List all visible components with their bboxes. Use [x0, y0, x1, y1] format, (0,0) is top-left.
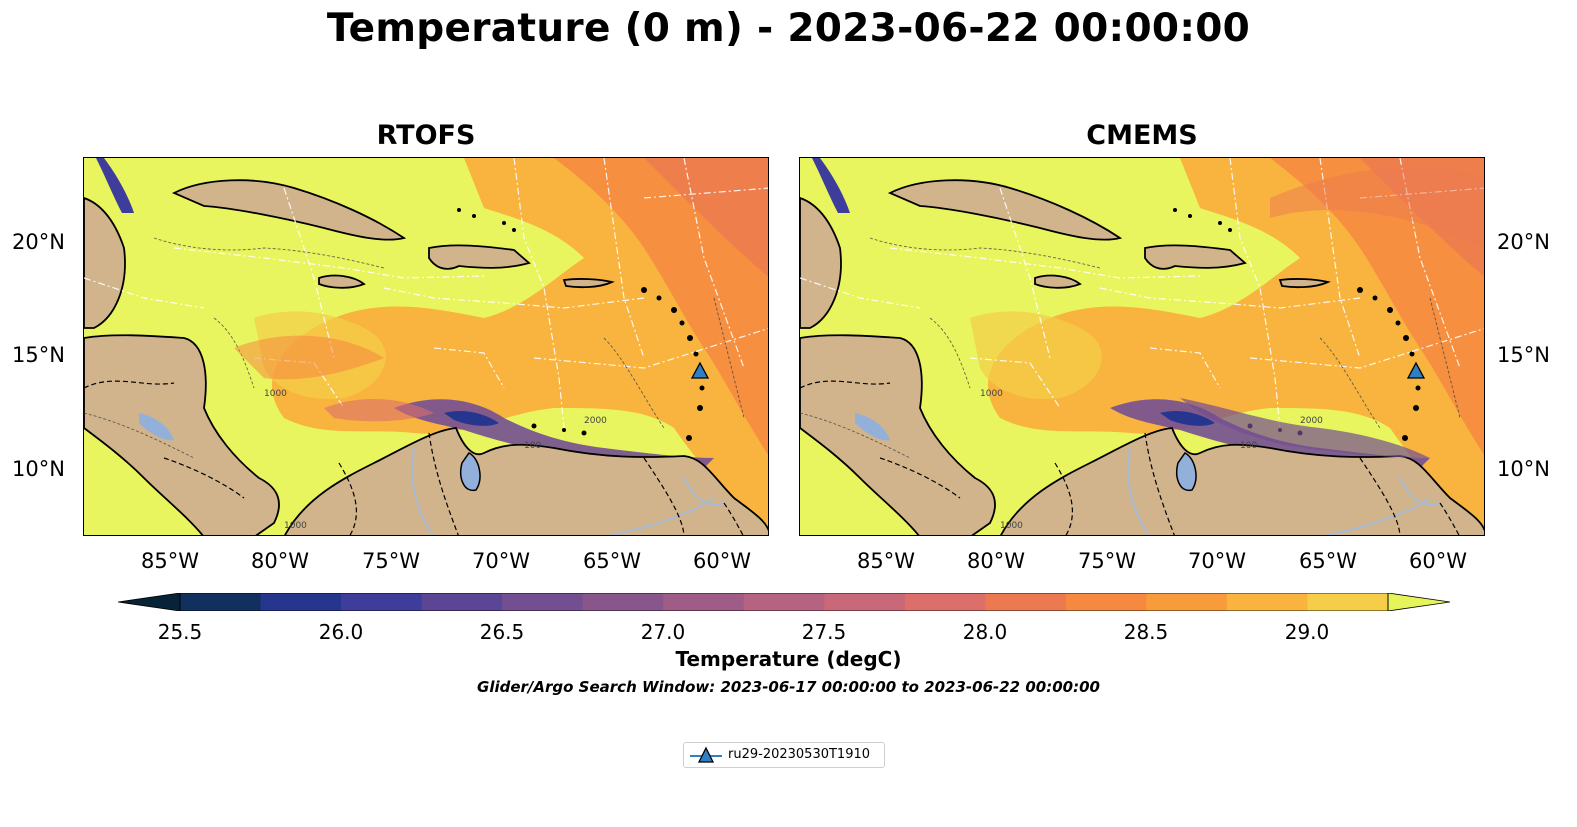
map-panel-cmems: 1000 2000 1000 100: [799, 157, 1485, 536]
cmems-map: 1000 2000 1000 100: [800, 158, 1484, 535]
colorbar-swatch: [1146, 593, 1228, 611]
lon-tick-label: 65°W: [583, 549, 641, 573]
contour-label: 1000: [1000, 521, 1023, 531]
lon-tick-label: 80°W: [251, 549, 309, 573]
lat-tick-label: 15°N: [1497, 343, 1550, 367]
lon-tick-label: 70°W: [1188, 549, 1246, 573]
colorbar-swatch: [824, 593, 906, 611]
colorbar-swatch: [1065, 593, 1147, 611]
lon-tick-label: 60°W: [693, 549, 751, 573]
legend: ru29-20230530T1910: [683, 742, 885, 768]
legend-label: ru29-20230530T1910: [728, 747, 871, 762]
lon-tick-label: 85°W: [857, 549, 915, 573]
colorbar-swatch: [1307, 593, 1389, 611]
contour-label: 2000: [584, 416, 607, 426]
colorbar-tick-label: 27.5: [801, 620, 847, 644]
lon-tick-label: 60°W: [1409, 549, 1467, 573]
contour-label: 1000: [284, 521, 307, 531]
colorbar-swatch: [341, 593, 423, 611]
colorbar-swatch: [985, 593, 1067, 611]
contour-label: 100: [1240, 441, 1257, 451]
contour-label: 2000: [1300, 416, 1323, 426]
colorbar-swatch: [180, 593, 262, 611]
panel-title-rtofs: RTOFS: [376, 120, 476, 151]
panel-title-cmems: CMEMS: [1086, 120, 1198, 151]
colorbar-swatch: [663, 593, 745, 611]
contour-label: 1000: [264, 389, 287, 399]
colorbar-tick-label: 26.0: [318, 620, 364, 644]
lon-tick-label: 70°W: [472, 549, 530, 573]
lon-tick-label: 85°W: [141, 549, 199, 573]
lat-tick-label: 20°N: [1497, 230, 1550, 254]
contour-label: 100: [524, 441, 541, 451]
colorbar-title: Temperature (degC): [675, 647, 902, 671]
rtofs-map: 1000 2000 1000 100: [84, 158, 768, 535]
lat-tick-label: 10°N: [1497, 457, 1550, 481]
colorbar-swatch: [421, 593, 503, 611]
map-panel-rtofs: 1000 2000 1000 100: [83, 157, 769, 536]
colorbar-tick-label: 25.5: [157, 620, 203, 644]
colorbar-tick-label: 28.0: [962, 620, 1008, 644]
lat-tick-label: 15°N: [12, 343, 65, 367]
lon-tick-label: 80°W: [967, 549, 1025, 573]
lat-tick-label: 10°N: [12, 457, 65, 481]
search-window-subtitle: Glider/Argo Search Window: 2023-06-17 00…: [477, 678, 1100, 696]
colorbar-tick-label: 26.5: [479, 620, 525, 644]
colorbar-swatch: [904, 593, 986, 611]
colorbar-tick-label: 29.0: [1284, 620, 1330, 644]
figure-title: Temperature (0 m) - 2023-06-22 00:00:00: [326, 6, 1251, 51]
lon-tick-label: 65°W: [1299, 549, 1357, 573]
colorbar-swatch: [502, 593, 584, 611]
glider-marker[interactable]: [690, 361, 710, 379]
colorbar-swatch: [582, 593, 664, 611]
colorbar-tick-label: 28.5: [1123, 620, 1169, 644]
glider-marker[interactable]: [1406, 361, 1426, 379]
colorbar-swatch: [1226, 593, 1308, 611]
contour-label: 1000: [980, 389, 1003, 399]
colorbar: [118, 593, 1450, 611]
lon-tick-label: 75°W: [1078, 549, 1136, 573]
lon-tick-label: 75°W: [362, 549, 420, 573]
colorbar-swatch: [260, 593, 342, 611]
colorbar-swatch: [743, 593, 825, 611]
legend-marker-icon: [690, 746, 722, 763]
lat-tick-label: 20°N: [12, 230, 65, 254]
colorbar-tick-label: 27.0: [640, 620, 686, 644]
